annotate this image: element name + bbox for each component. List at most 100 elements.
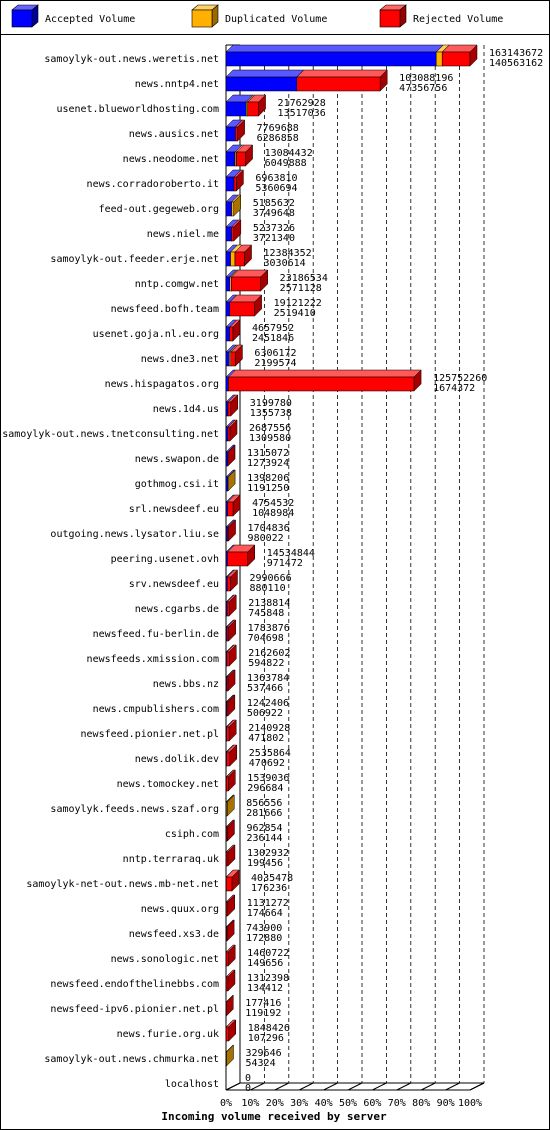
bar-side-face	[227, 444, 236, 467]
y-tick-label: samoylyk-out.news.weretis.net	[44, 54, 219, 65]
bar-side-face	[229, 744, 238, 767]
y-tick-label: peering.usenet.ovh	[111, 554, 219, 565]
accepted-label: 6286858	[257, 133, 299, 144]
y-tick-label: samoylyk-out.feeder.erje.net	[50, 254, 219, 265]
accepted-label: 149656	[247, 958, 283, 969]
bar-segment	[225, 426, 229, 442]
accepted-label: 745848	[248, 608, 284, 619]
accepted-label: 594822	[248, 658, 284, 669]
bar-segment	[231, 276, 261, 292]
accepted-label: 6049888	[265, 158, 307, 169]
bar-segment	[230, 251, 236, 267]
bar-side-face	[254, 294, 262, 317]
y-tick-label: samoylyk-net-out.news.mb-net.net	[26, 879, 219, 890]
y-tick-label: samoylyk-out.news.chmurka.net	[44, 1054, 219, 1065]
accepted-label: 471802	[248, 733, 284, 744]
total-label: 19121222	[274, 298, 322, 309]
accepted-label: 980022	[248, 533, 284, 544]
total-label: 2990666	[249, 573, 291, 584]
y-tick-label: samoylyk-out.news.tnetconsulting.net	[2, 429, 219, 440]
total-label: 13084432	[265, 148, 313, 159]
accepted-label: 537466	[247, 683, 283, 694]
y-tick-label: newsfeed.fu-berlin.de	[93, 629, 219, 640]
total-label: 2140928	[248, 723, 290, 734]
legend-label: Accepted Volume	[45, 14, 135, 25]
bar-side-face	[232, 494, 241, 517]
bar-top-face	[227, 369, 422, 378]
y-tick-label: news.ausics.net	[129, 129, 219, 140]
accepted-label: 119192	[245, 1008, 281, 1019]
bar-segment	[227, 576, 231, 592]
bar-segment	[225, 1026, 230, 1042]
bar-side-face	[258, 94, 266, 117]
bar-side-face	[228, 1019, 237, 1042]
bar-segment	[225, 76, 298, 92]
x-tick	[250, 1082, 265, 1091]
bar-segment	[229, 301, 255, 317]
total-label: 4754532	[252, 498, 294, 509]
total-label: 4657952	[252, 323, 294, 334]
accepted-label: 2451846	[252, 333, 294, 344]
bar-side-face	[227, 694, 236, 717]
accepted-label: 3749648	[253, 208, 295, 219]
total-label: 1315072	[247, 448, 289, 459]
bar-segment	[225, 951, 229, 967]
bar-segment	[441, 51, 471, 67]
y-tick-label: news.quux.org	[141, 904, 219, 915]
total-label: 4035478	[251, 873, 293, 884]
accepted-label: 880110	[249, 583, 285, 594]
bar-segment	[225, 376, 229, 392]
bar-side-face	[235, 344, 243, 367]
x-tick-label: 90%	[437, 1098, 455, 1109]
bar-segment	[435, 51, 443, 67]
bar-side-face	[244, 244, 252, 267]
bar-side-face	[469, 44, 478, 67]
bar-side-face	[228, 769, 236, 792]
accepted-label: 1191250	[247, 483, 289, 494]
bar-side-face	[229, 419, 238, 442]
bar-segment	[225, 176, 235, 192]
y-tick-label: news.furie.org.uk	[117, 1029, 219, 1040]
accepted-label: 236144	[246, 833, 282, 844]
total-label: 1539036	[247, 773, 289, 784]
total-label: 21762928	[278, 98, 326, 109]
accepted-label: 3721340	[253, 233, 295, 244]
bar-side-face	[227, 969, 236, 992]
bar-segment	[233, 176, 237, 192]
bar-segment	[225, 251, 231, 267]
bar-side-face	[379, 69, 388, 92]
accepted-label: 174664	[247, 908, 283, 919]
accepted-label: 54324	[245, 1058, 275, 1069]
bar-segment	[228, 376, 415, 392]
accepted-label: 0	[245, 1083, 251, 1094]
accepted-label: 140563162	[489, 58, 543, 69]
total-label: 1312398	[247, 973, 289, 984]
x-tick-label: 0%	[220, 1098, 232, 1109]
y-tick-label: news.dne3.net	[141, 354, 219, 365]
legend-label: Rejected Volume	[413, 14, 503, 25]
bar-side-face	[227, 469, 236, 492]
total-label: 6306172	[254, 348, 296, 359]
bar-segment	[226, 601, 230, 617]
y-tick-label: news.tomockey.net	[117, 779, 219, 790]
total-label: 1704836	[248, 523, 290, 534]
bar-side-face	[237, 119, 245, 142]
bar-side-face	[228, 619, 236, 642]
bar-segment	[225, 351, 230, 367]
bar-side-face	[227, 894, 235, 917]
total-label: 743900	[246, 923, 282, 934]
total-label: 177416	[245, 998, 281, 1009]
accepted-label: 506922	[247, 708, 283, 719]
y-tick-label: news.neodome.net	[123, 154, 219, 165]
legend-swatch	[379, 9, 401, 28]
bar-segment	[227, 551, 248, 567]
y-tick-label: news.bbs.nz	[153, 679, 219, 690]
y-tick-label: usenet.blueworldhosting.com	[56, 104, 219, 115]
y-tick-label: csiph.com	[165, 829, 219, 840]
bar-segment	[227, 501, 234, 517]
total-label: 1398206	[247, 473, 289, 484]
accepted-label: 199456	[247, 858, 283, 869]
total-label: 5185632	[253, 198, 295, 209]
accepted-label: 47356756	[399, 83, 447, 94]
